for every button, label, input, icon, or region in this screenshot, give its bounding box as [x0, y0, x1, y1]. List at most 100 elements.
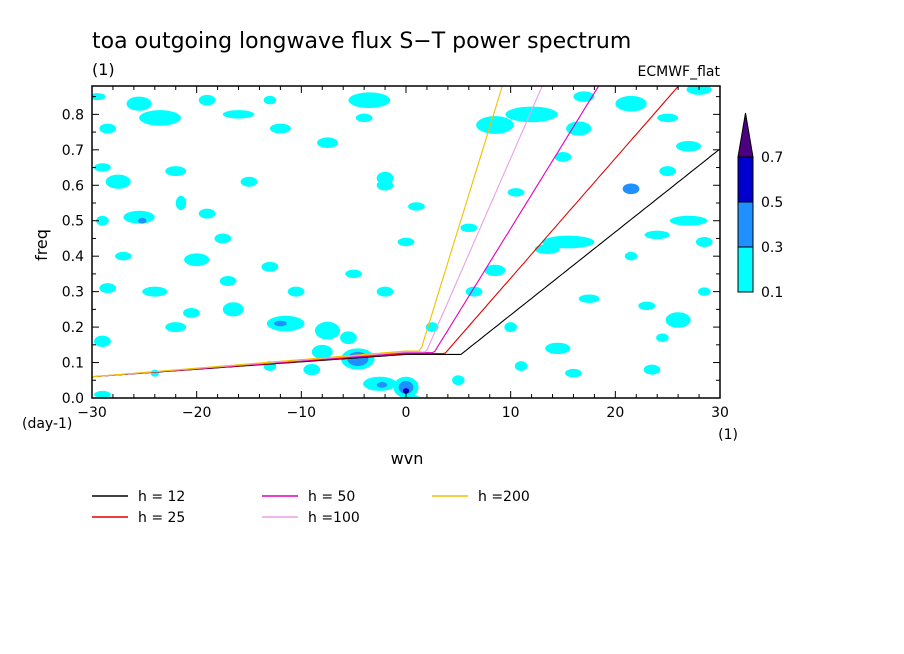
- contour-blob: [398, 380, 414, 394]
- contour-blob: [96, 215, 109, 226]
- contour-blob: [274, 320, 287, 327]
- chart-title: toa outgoing longwave flux S−T power spe…: [92, 29, 631, 54]
- contour-blob: [397, 237, 415, 247]
- contour-blob: [507, 188, 525, 197]
- contour-blob: [139, 110, 181, 126]
- y-axis-label: freq: [32, 229, 51, 261]
- y-tick-label: 0.2: [62, 320, 84, 336]
- contour-blob: [150, 369, 159, 377]
- contour-blob: [656, 333, 669, 342]
- legend-label: h = 12: [138, 489, 185, 505]
- contour-blob: [376, 171, 394, 185]
- colorbar: 0.7 0.5 0.3 0.1: [737, 112, 783, 301]
- contour-blob: [615, 95, 647, 112]
- contour-blob: [269, 123, 291, 134]
- contour-blob: [355, 113, 373, 123]
- legend-label: h = 50: [308, 489, 355, 505]
- x-tick-label: 20: [606, 405, 624, 421]
- contour-blob: [94, 163, 111, 172]
- contour-blob: [514, 361, 528, 372]
- colorbar-segment: [737, 201, 754, 248]
- colorbar-label: 0.1: [761, 285, 783, 301]
- x-tick-label: −10: [287, 405, 317, 421]
- contour-blob: [484, 264, 506, 277]
- colorbar-extend-triangle: [737, 112, 754, 158]
- x-tick-label: 30: [711, 405, 729, 421]
- contour-blob: [659, 166, 677, 177]
- contour-blob: [348, 92, 391, 108]
- contour-blob: [222, 110, 255, 119]
- contour-blob: [219, 276, 237, 286]
- dispersion-curve-layer: [92, 86, 720, 378]
- x-unit-label: (1): [718, 427, 738, 443]
- contour-blob: [94, 335, 111, 347]
- axis-ticks: −30 −20 −10 0 10 20 30 0.0 0.1 0.2 0.3 0.4 0.5 0.6 0.7…: [62, 86, 729, 421]
- contour-blob: [94, 390, 111, 398]
- y-tick-label: 0.1: [62, 356, 84, 372]
- x-tick-label: −30: [77, 405, 107, 421]
- contour-blob: [198, 208, 216, 219]
- contour-blob: [165, 166, 187, 177]
- contour-blob: [123, 210, 155, 224]
- contour-blob: [138, 217, 147, 224]
- x-tick-label: 10: [502, 405, 520, 421]
- contour-blob: [657, 113, 679, 123]
- contour-blob: [165, 322, 187, 333]
- contour-blob: [695, 237, 713, 247]
- y-tick-label: 0.5: [62, 214, 84, 230]
- contour-blob: [676, 140, 702, 152]
- colorbar-label: 0.3: [761, 240, 783, 256]
- contour-blob: [340, 331, 357, 345]
- y-tick-label: 0.8: [62, 107, 84, 123]
- contour-blob: [545, 342, 571, 355]
- contour-blob: [504, 322, 517, 333]
- contour-blob: [460, 223, 478, 233]
- x-tick-label: 0: [402, 405, 411, 421]
- contour-blob: [476, 116, 514, 134]
- contour-blob: [92, 93, 106, 101]
- contour-blob: [99, 123, 117, 134]
- y-tick-label: 0.7: [62, 143, 84, 159]
- contour-blob: [638, 301, 656, 311]
- contour-blob: [175, 195, 187, 211]
- legend-label: h = 25: [138, 510, 185, 526]
- contour-blob: [99, 283, 117, 294]
- contour-blob: [554, 151, 572, 162]
- contour-blob: [261, 261, 279, 272]
- contour-blob: [622, 183, 640, 195]
- contour-blob: [402, 388, 410, 394]
- contour-blob: [376, 286, 394, 297]
- x-tick-label: −20: [182, 405, 212, 421]
- legend-label: h =200: [478, 489, 530, 505]
- contour-blob: [222, 302, 244, 317]
- y-tick-label: 0.6: [62, 178, 84, 194]
- contour-blob: [345, 269, 363, 279]
- y-tick-label: 0.4: [62, 249, 84, 265]
- contour-blob: [115, 251, 132, 261]
- contour-blob: [287, 286, 305, 297]
- contour-blob: [317, 137, 338, 149]
- contour-blob: [126, 96, 152, 111]
- colorbar-segment: [737, 246, 754, 293]
- contour-blob: [184, 253, 210, 267]
- contour-blob: [665, 312, 691, 328]
- contour-blob: [240, 176, 258, 187]
- contour-blob: [105, 174, 131, 189]
- contour-blob: [214, 233, 232, 244]
- contour-blob: [198, 94, 216, 106]
- contour-blob: [311, 344, 333, 359]
- contour-blob: [566, 121, 592, 136]
- legend: h = 12 h = 25 h = 50 h =100 h =200: [92, 489, 530, 526]
- contour-blob: [402, 394, 420, 398]
- contour-blob: [643, 364, 661, 375]
- contour-blob: [408, 202, 425, 211]
- contour-blob: [669, 215, 708, 226]
- contour-blob: [534, 244, 560, 255]
- y-unit-label: (day-1): [22, 416, 72, 432]
- colorbar-label: 0.7: [761, 150, 783, 166]
- x-axis-label: wvn: [391, 449, 424, 468]
- contour-blob: [263, 95, 277, 105]
- contour-blob: [624, 251, 638, 261]
- dispersion-curve: [92, 86, 503, 378]
